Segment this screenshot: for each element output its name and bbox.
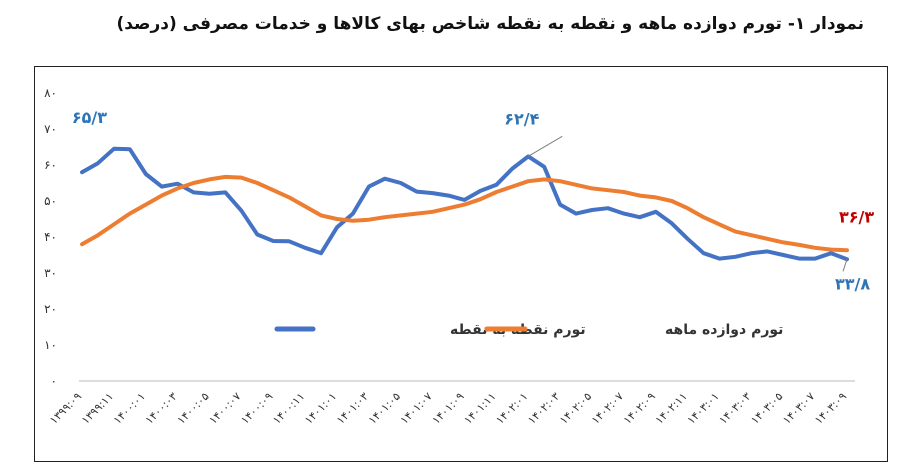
series-lines — [80, 146, 849, 262]
x-tick-label: ۱۴۰۲:۰۹ — [621, 390, 658, 427]
y-tick-label: ۶۰ — [44, 158, 57, 172]
y-tick-label: ۷۰ — [44, 122, 57, 136]
x-tick-label: ۱۴۰۲:۰۱ — [493, 390, 530, 427]
x-tick-label: ۱۴۰۱:۰۹ — [430, 390, 467, 427]
x-tick-label: ۱۴۰۰:۰۵ — [175, 390, 212, 427]
annotation-leader — [842, 259, 848, 272]
y-tick-label: ۲۰ — [44, 302, 57, 316]
y-tick-label: ۴۰ — [44, 230, 57, 244]
x-tick-label: ۱۴۰۲:۰۵ — [557, 390, 594, 427]
x-tick-label: ۱۴۰۰:۱۱ — [270, 390, 307, 427]
x-axis-ticks: ۱۳۹۹:۰۹۱۳۹۹:۱۱۱۴۰۰:۰۱۱۴۰۰:۰۳۱۴۰۰:۰۵۱۴۰۰:… — [47, 390, 849, 427]
x-tick-label: ۱۴۰۰:۰۳ — [143, 390, 180, 427]
y-tick-label: ۰ — [51, 374, 57, 388]
x-tick-label: ۱۴۰۱:۰۳ — [334, 390, 371, 427]
x-tick-label: ۱۴۰۰:۰۷ — [207, 390, 244, 427]
x-tick-label: ۱۴۰۱:۰۱ — [302, 390, 339, 427]
x-tick-label: ۱۴۰۰:۰۹ — [238, 390, 275, 427]
chart-title: نمودار ۱- تورم دوازده ماهه و نقطه به نقط… — [116, 14, 864, 34]
legend-label-1: تورم دوازده ماهه — [665, 322, 783, 338]
x-tick-label: ۱۴۰۳:۰۷ — [780, 390, 817, 427]
y-tick-label: ۳۰ — [44, 266, 57, 280]
annotation-leader — [527, 135, 563, 157]
x-tick-label: ۱۴۰۱:۰۵ — [366, 390, 403, 427]
y-tick-label: ۵۰ — [44, 194, 57, 208]
series-line-0 — [80, 146, 849, 262]
x-tick-label: ۱۴۰۲:۰۳ — [525, 390, 562, 427]
data-label: ۶۲/۴ — [504, 109, 539, 128]
x-tick-label: ۱۳۹۹:۰۹ — [47, 390, 84, 427]
data-label: ۳۳/۸ — [835, 274, 870, 293]
x-tick-label: ۱۴۰۳:۰۹ — [812, 390, 849, 427]
x-tick-label: ۱۳۹۹:۱۱ — [79, 390, 116, 427]
x-tick-label: ۱۴۰۰:۰۱ — [111, 390, 148, 427]
x-tick-label: ۱۴۰۳:۰۳ — [717, 390, 754, 427]
series-line-1 — [80, 174, 849, 253]
data-label: ۳۶/۳ — [839, 207, 874, 226]
data-annotations: ۶۵/۳ ۶۲/۴ ۳۳/۸ ۳۶/۳ — [72, 108, 875, 294]
y-tick-label: ۱۰ — [44, 338, 57, 352]
chart-frame: ۰ ۱۰ ۲۰ ۳۰ ۴۰ ۵۰ ۶۰ ۷۰ ۸۰ ۱۳۹۹:۰۹ ۱۳۹۹:۱۱ ۱۴۰۰:۰۱ ۱… — [34, 66, 888, 462]
y-tick-label: ۸۰ — [44, 86, 57, 100]
x-tick-label: ۱۴۰۳:۰۱ — [685, 390, 722, 427]
x-tick-label: ۱۴۰۱:۱۱ — [462, 390, 499, 427]
data-label: ۶۵/۳ — [72, 108, 107, 127]
x-tick-label: ۱۴۰۲:۰۷ — [589, 390, 626, 427]
x-tick-label: ۱۴۰۳:۰۵ — [748, 390, 785, 427]
x-tick-label: ۱۴۰۱:۰۷ — [398, 390, 435, 427]
x-tick-label: ۱۴۰۲:۱۱ — [653, 390, 690, 427]
y-axis-ticks: ۰ ۱۰ ۲۰ ۳۰ ۴۰ ۵۰ ۶۰ ۷۰ ۸۰ — [44, 86, 57, 388]
